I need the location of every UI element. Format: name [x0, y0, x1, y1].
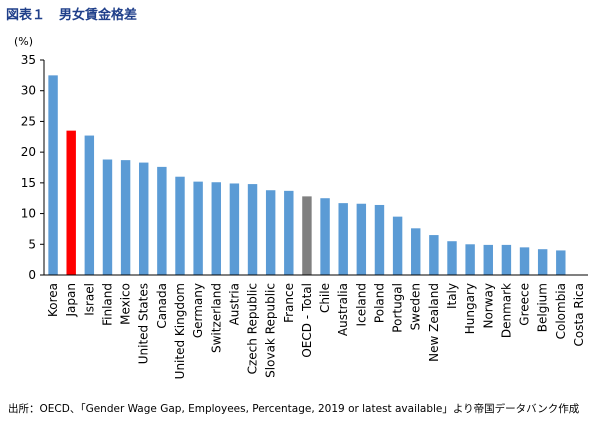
bars — [48, 75, 566, 275]
x-category-label: Poland — [372, 283, 386, 323]
bar-canada — [157, 166, 167, 275]
figure-label: 図表１ — [6, 8, 46, 23]
y-tick-label: 5 — [28, 237, 36, 251]
y-tick-label: 10 — [21, 207, 36, 221]
bar-united-kingdom — [175, 176, 185, 275]
bar-chile — [320, 198, 330, 275]
x-category-label: Italy — [445, 283, 459, 309]
bar-france — [284, 190, 294, 275]
x-category-label: Japan — [64, 283, 78, 317]
bar-australia — [338, 203, 348, 275]
y-tick-label: 15 — [21, 176, 36, 190]
bar-korea — [48, 75, 58, 275]
bar-germany — [193, 181, 203, 275]
y-axis-ticks: 0 5 10 15 20 25 30 35 — [21, 53, 44, 282]
x-category-label: Finland — [100, 283, 114, 326]
bar-switzerland — [211, 182, 221, 275]
bar-chart: (%) 0 5 10 15 20 25 30 35 Korea Japan Israel Finla… — [14, 35, 588, 379]
x-category-label: United States — [137, 283, 151, 364]
x-category-label: Canada — [155, 283, 169, 329]
bar-czech-republic — [247, 184, 258, 275]
bar-denmark — [501, 244, 512, 275]
x-category-label: Israel — [82, 283, 96, 316]
x-category-label: Chile — [318, 283, 332, 313]
x-category-label: Greece — [518, 283, 532, 326]
x-category-label: Hungary — [463, 283, 477, 334]
x-category-label: Iceland — [354, 283, 368, 326]
x-category-label: France — [282, 283, 296, 323]
bar-sweden — [411, 228, 421, 275]
x-category-label: Austria — [227, 283, 241, 325]
x-category-label: Costa Rica — [572, 283, 586, 346]
x-category-label: Mexico — [119, 283, 133, 325]
x-category-label: Germany — [191, 283, 205, 338]
bar-mexico — [120, 160, 131, 275]
bar-oecd-total — [302, 196, 312, 275]
x-category-label: Denmark — [499, 283, 513, 338]
bar-italy — [447, 241, 457, 275]
bar-iceland — [356, 203, 367, 275]
x-axis-labels: Korea Japan Israel Finland Mexico United Stat… — [46, 283, 586, 379]
x-category-label: Slovak Republic — [264, 283, 278, 378]
x-category-label: Czech Republic — [246, 283, 260, 374]
x-category-label: Sweden — [409, 283, 423, 330]
chart-title: 男女賃金格差 — [59, 8, 138, 23]
bar-norway — [483, 244, 493, 275]
source-note: 出所：OECD、「Gender Wage Gap, Employees, Per… — [8, 403, 580, 415]
y-tick-label: 35 — [21, 53, 36, 67]
x-category-label: Norway — [481, 283, 495, 329]
x-category-label: Portugal — [391, 283, 405, 333]
bar-japan — [66, 130, 76, 275]
bar-poland — [374, 204, 385, 275]
bar-new-zealand — [429, 235, 439, 275]
bar-belgium — [537, 249, 548, 275]
y-tick-label: 25 — [21, 114, 36, 128]
bar-finland — [102, 159, 113, 275]
figure-title: 図表１ 男女賃金格差 — [6, 4, 137, 23]
x-category-label: OECD - Total — [300, 283, 314, 358]
bar-slovak-republic — [265, 190, 276, 275]
x-category-label: Switzerland — [209, 283, 223, 353]
x-category-label: New Zealand — [427, 283, 441, 362]
y-tick-label: 20 — [21, 145, 36, 159]
x-category-label: Belgium — [536, 283, 550, 332]
y-tick-label: 0 — [28, 268, 36, 282]
bar-israel — [84, 135, 95, 275]
x-category-label: Korea — [46, 283, 60, 317]
y-tick-label: 30 — [21, 84, 36, 98]
bar-austria — [229, 183, 240, 275]
bar-hungary — [465, 244, 475, 275]
bar-greece — [519, 247, 530, 275]
bar-colombia — [556, 250, 566, 275]
x-category-label: Australia — [336, 283, 350, 336]
y-axis-unit-label: (%) — [14, 35, 33, 48]
x-category-label: Colombia — [554, 283, 568, 339]
bar-portugal — [392, 216, 403, 275]
x-category-label: United Kingdom — [173, 283, 187, 379]
bar-united-states — [139, 162, 149, 275]
